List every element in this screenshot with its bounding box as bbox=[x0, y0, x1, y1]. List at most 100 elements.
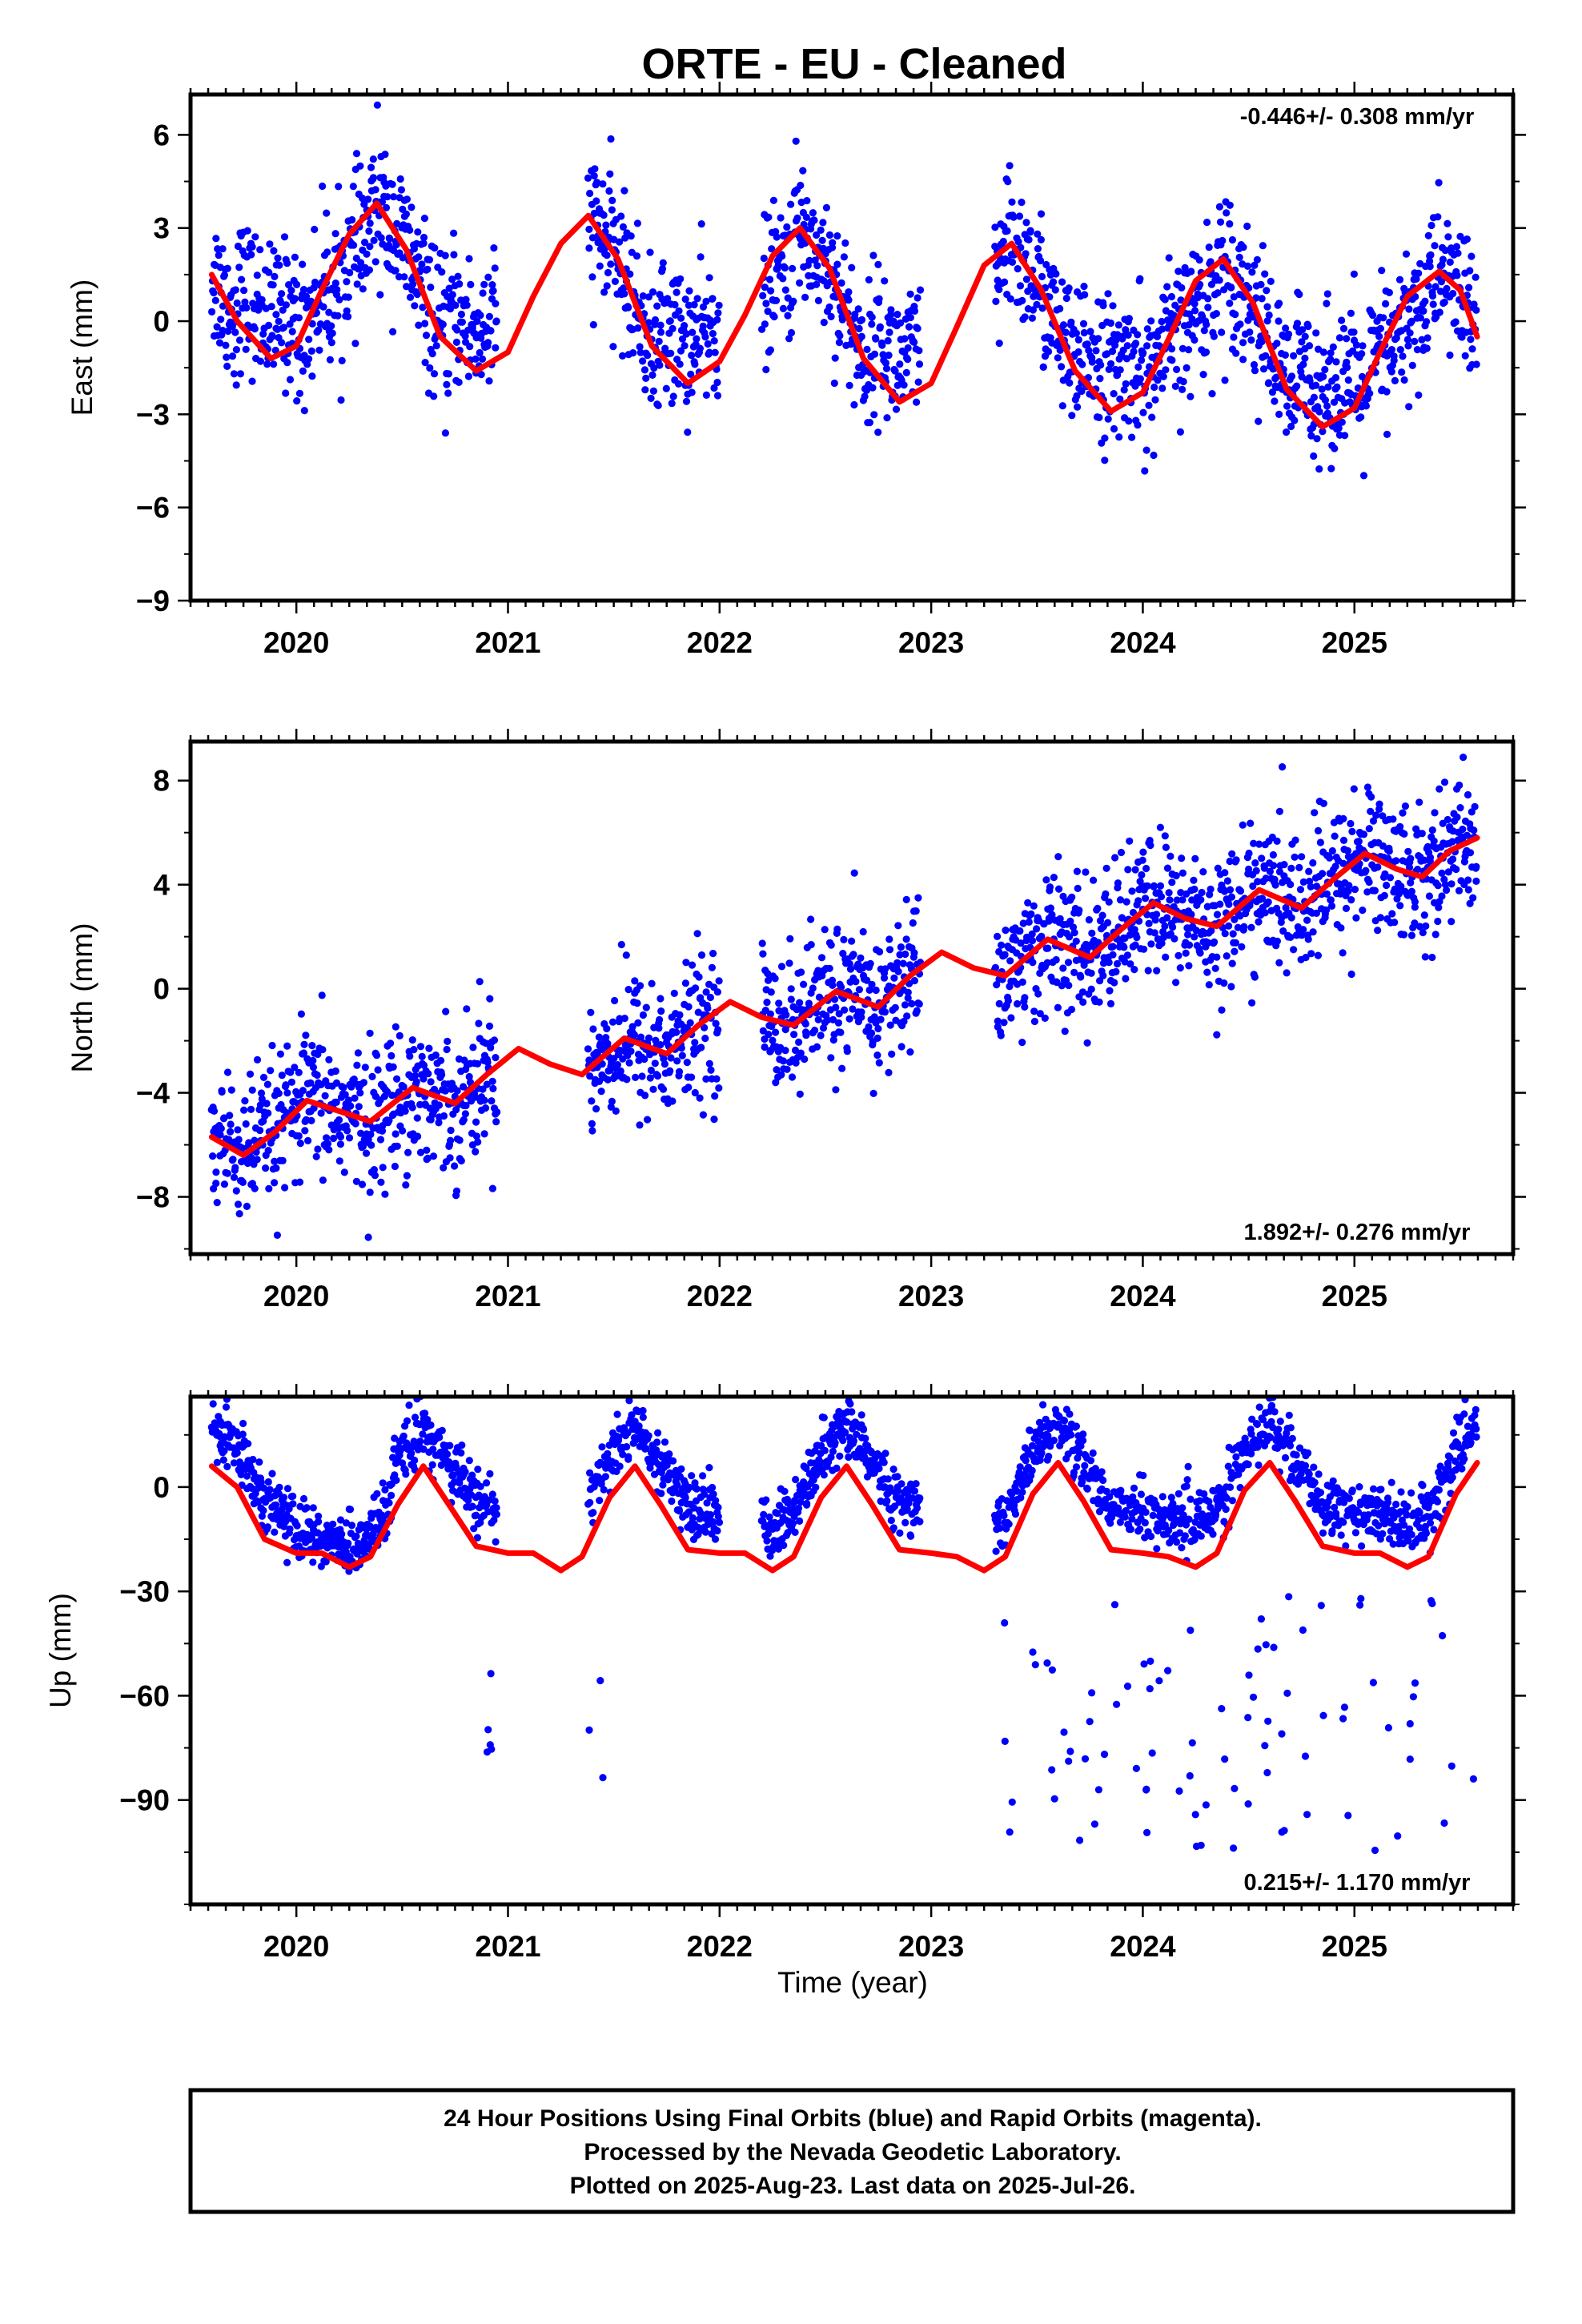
data-point bbox=[444, 389, 452, 397]
data-point bbox=[1086, 328, 1094, 336]
data-point bbox=[1061, 1027, 1069, 1035]
data-point bbox=[1239, 356, 1247, 364]
data-point bbox=[1158, 939, 1166, 947]
data-point bbox=[1255, 918, 1263, 926]
data-point bbox=[705, 1059, 713, 1068]
data-point bbox=[1250, 839, 1258, 847]
data-point bbox=[831, 354, 839, 362]
data-point bbox=[1172, 871, 1180, 880]
data-point bbox=[915, 1000, 923, 1008]
data-point bbox=[779, 1057, 788, 1065]
data-point bbox=[308, 320, 316, 328]
data-point bbox=[325, 1146, 333, 1154]
data-point bbox=[910, 949, 918, 957]
data-point bbox=[1074, 336, 1082, 344]
data-point bbox=[335, 183, 343, 191]
data-point bbox=[910, 338, 918, 346]
plot-frame bbox=[188, 92, 1516, 603]
data-point bbox=[1327, 902, 1336, 910]
data-point bbox=[1452, 865, 1460, 874]
data-point bbox=[213, 1199, 221, 1207]
data-point bbox=[271, 1528, 279, 1536]
data-point bbox=[452, 301, 460, 309]
data-point bbox=[345, 1134, 354, 1142]
data-point bbox=[1232, 349, 1240, 357]
data-point bbox=[327, 322, 335, 330]
data-point bbox=[1152, 911, 1161, 919]
data-point bbox=[1002, 927, 1010, 935]
data-point bbox=[849, 951, 857, 959]
data-point bbox=[352, 150, 361, 158]
data-point bbox=[223, 1068, 232, 1076]
data-point bbox=[685, 1483, 693, 1491]
data-point bbox=[1398, 368, 1406, 376]
data-point bbox=[1466, 899, 1474, 907]
data-point bbox=[492, 317, 500, 325]
data-point bbox=[291, 253, 299, 261]
data-point bbox=[849, 1005, 857, 1013]
data-point bbox=[843, 1047, 851, 1055]
data-point bbox=[1052, 270, 1060, 278]
data-point bbox=[885, 1068, 893, 1076]
data-point bbox=[492, 1504, 500, 1512]
data-point bbox=[1177, 296, 1185, 304]
data-point bbox=[365, 227, 373, 235]
x-tick-label: 2023 bbox=[898, 1280, 964, 1313]
data-point bbox=[619, 223, 628, 231]
data-point bbox=[1402, 250, 1411, 258]
data-point bbox=[283, 1042, 291, 1050]
data-point bbox=[1372, 811, 1380, 819]
data-point bbox=[366, 219, 374, 227]
data-point bbox=[1204, 939, 1212, 947]
data-point bbox=[702, 1075, 710, 1083]
data-point bbox=[1016, 282, 1025, 290]
data-point bbox=[1472, 360, 1480, 368]
data-point bbox=[715, 1084, 723, 1092]
data-point bbox=[1067, 318, 1075, 326]
data-point bbox=[827, 312, 835, 320]
data-point bbox=[617, 212, 625, 220]
data-point bbox=[283, 359, 291, 367]
data-point bbox=[695, 973, 703, 981]
data-point bbox=[393, 1075, 401, 1083]
data-point bbox=[299, 367, 307, 375]
data-point bbox=[1468, 345, 1476, 353]
data-point bbox=[1225, 922, 1233, 930]
data-point bbox=[1407, 854, 1415, 862]
data-point bbox=[331, 279, 339, 287]
data-point bbox=[793, 214, 801, 222]
data-point bbox=[1388, 910, 1396, 918]
data-point bbox=[589, 320, 597, 329]
data-point bbox=[677, 1465, 685, 1473]
data-point bbox=[636, 1033, 645, 1041]
data-point bbox=[450, 251, 458, 259]
data-point bbox=[789, 297, 797, 305]
data-point bbox=[1143, 882, 1151, 890]
data-point bbox=[457, 1449, 465, 1457]
data-point bbox=[1271, 881, 1279, 889]
data-point bbox=[1265, 311, 1273, 320]
data-point bbox=[791, 1046, 800, 1055]
data-point bbox=[299, 286, 308, 294]
data-point bbox=[272, 311, 280, 319]
data-point bbox=[332, 1098, 340, 1106]
data-point bbox=[1443, 815, 1452, 824]
data-point bbox=[1321, 365, 1329, 374]
data-point bbox=[307, 347, 315, 355]
data-point bbox=[276, 1050, 284, 1058]
data-point bbox=[639, 292, 647, 300]
data-point bbox=[264, 1478, 272, 1486]
data-point bbox=[693, 1485, 701, 1493]
data-point bbox=[777, 963, 786, 971]
data-point bbox=[1226, 201, 1234, 209]
data-point bbox=[1143, 342, 1151, 350]
data-point bbox=[1299, 326, 1307, 334]
data-point bbox=[797, 181, 805, 190]
data-point bbox=[1347, 819, 1355, 828]
data-point bbox=[485, 1496, 493, 1504]
data-point bbox=[590, 209, 598, 218]
data-point bbox=[1082, 868, 1090, 876]
data-point bbox=[1079, 998, 1087, 1006]
data-point bbox=[291, 1063, 299, 1072]
data-point bbox=[630, 1031, 638, 1039]
